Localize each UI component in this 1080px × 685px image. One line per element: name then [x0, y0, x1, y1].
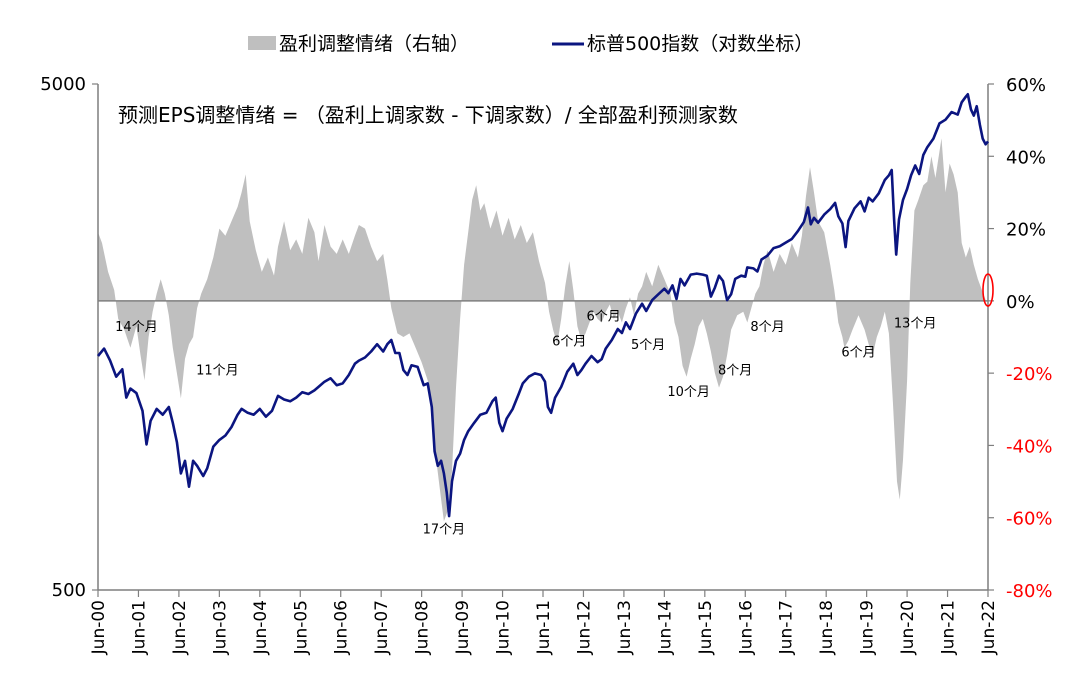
annotation-label: 10个月: [667, 385, 710, 400]
annotation-label: 11个月: [196, 364, 239, 379]
left-tick-label: 5000: [40, 74, 86, 95]
chart-axes: [92, 83, 994, 597]
x-tick-label: Jun-00: [89, 600, 109, 655]
annotation-label: 6个月: [552, 335, 586, 350]
formula-text: 预测EPS调整情绪 = （盈利上调家数 - 下调家数）/ 全部盈利预测家数: [118, 103, 738, 127]
sp500-line-series: [96, 93, 994, 518]
x-tick-label: Jun-09: [453, 600, 473, 655]
x-tick-label: Jun-15: [696, 600, 716, 655]
right-tick-label: 40%: [1006, 147, 1046, 168]
left-tick-label: 500: [52, 580, 86, 601]
right-tick-label: -80%: [1006, 581, 1053, 602]
sentiment-area-series: [98, 138, 986, 522]
x-tick-label: Jun-14: [655, 600, 675, 655]
right-tick-label: -20%: [1006, 364, 1053, 385]
x-tick-label: Jun-11: [534, 600, 554, 655]
right-tick-label: -60%: [1006, 509, 1053, 530]
tick-labels: 5000 500 60% 40% 20% 0% -20% -40% -60% -80% Jun-00…: [40, 74, 1052, 655]
x-tick-label: Jun-21: [939, 600, 959, 655]
annotation-label: 8个月: [750, 320, 784, 335]
x-tick-label: Jun-06: [332, 600, 352, 655]
x-tick-label: Jun-17: [777, 600, 797, 655]
x-tick-label: Jun-19: [858, 600, 878, 655]
right-tick-label: 60%: [1006, 75, 1046, 96]
x-tick-label: Jun-05: [291, 600, 311, 655]
x-tick-label: Jun-16: [736, 600, 756, 655]
x-tick-label: Jun-04: [251, 600, 271, 655]
annotation-label: 13个月: [894, 317, 937, 332]
annotation-label: 14个月: [115, 320, 158, 335]
legend-line-label: 标普500指数（对数坐标）: [587, 33, 813, 55]
x-tick-label: Jun-03: [210, 600, 230, 655]
annotation-label: 6个月: [587, 309, 621, 324]
x-tick-label: Jun-18: [817, 600, 837, 655]
annotation-label: 8个月: [718, 364, 752, 379]
x-tick-label: Jun-02: [170, 600, 190, 655]
annotation-label: 17个月: [423, 523, 466, 538]
legend-area-swatch: [248, 36, 276, 50]
legend: 盈利调整情绪（右轴） 标普500指数（对数坐标）: [248, 33, 813, 55]
right-tick-label: 20%: [1006, 220, 1046, 241]
x-tick-label: Jun-13: [615, 600, 635, 655]
x-tick-label: Jun-20: [898, 600, 918, 655]
x-tick-label: Jun-01: [130, 600, 150, 655]
sp500-line: [96, 93, 990, 518]
annotation-label: 5个月: [631, 338, 665, 353]
right-tick-label: 0%: [1006, 292, 1035, 313]
legend-area-label: 盈利调整情绪（右轴）: [279, 33, 469, 55]
annotation-label: 6个月: [841, 345, 875, 360]
highlight-ellipse: [982, 273, 994, 307]
right-tick-label: -40%: [1006, 436, 1053, 457]
x-tick-label: Jun-08: [413, 600, 433, 655]
x-tick-label: Jun-22: [979, 600, 999, 655]
x-tick-label: Jun-12: [575, 600, 595, 655]
sentiment-area: [98, 138, 986, 522]
x-tick-label: Jun-07: [372, 600, 392, 655]
x-tick-label: Jun-10: [494, 600, 514, 655]
